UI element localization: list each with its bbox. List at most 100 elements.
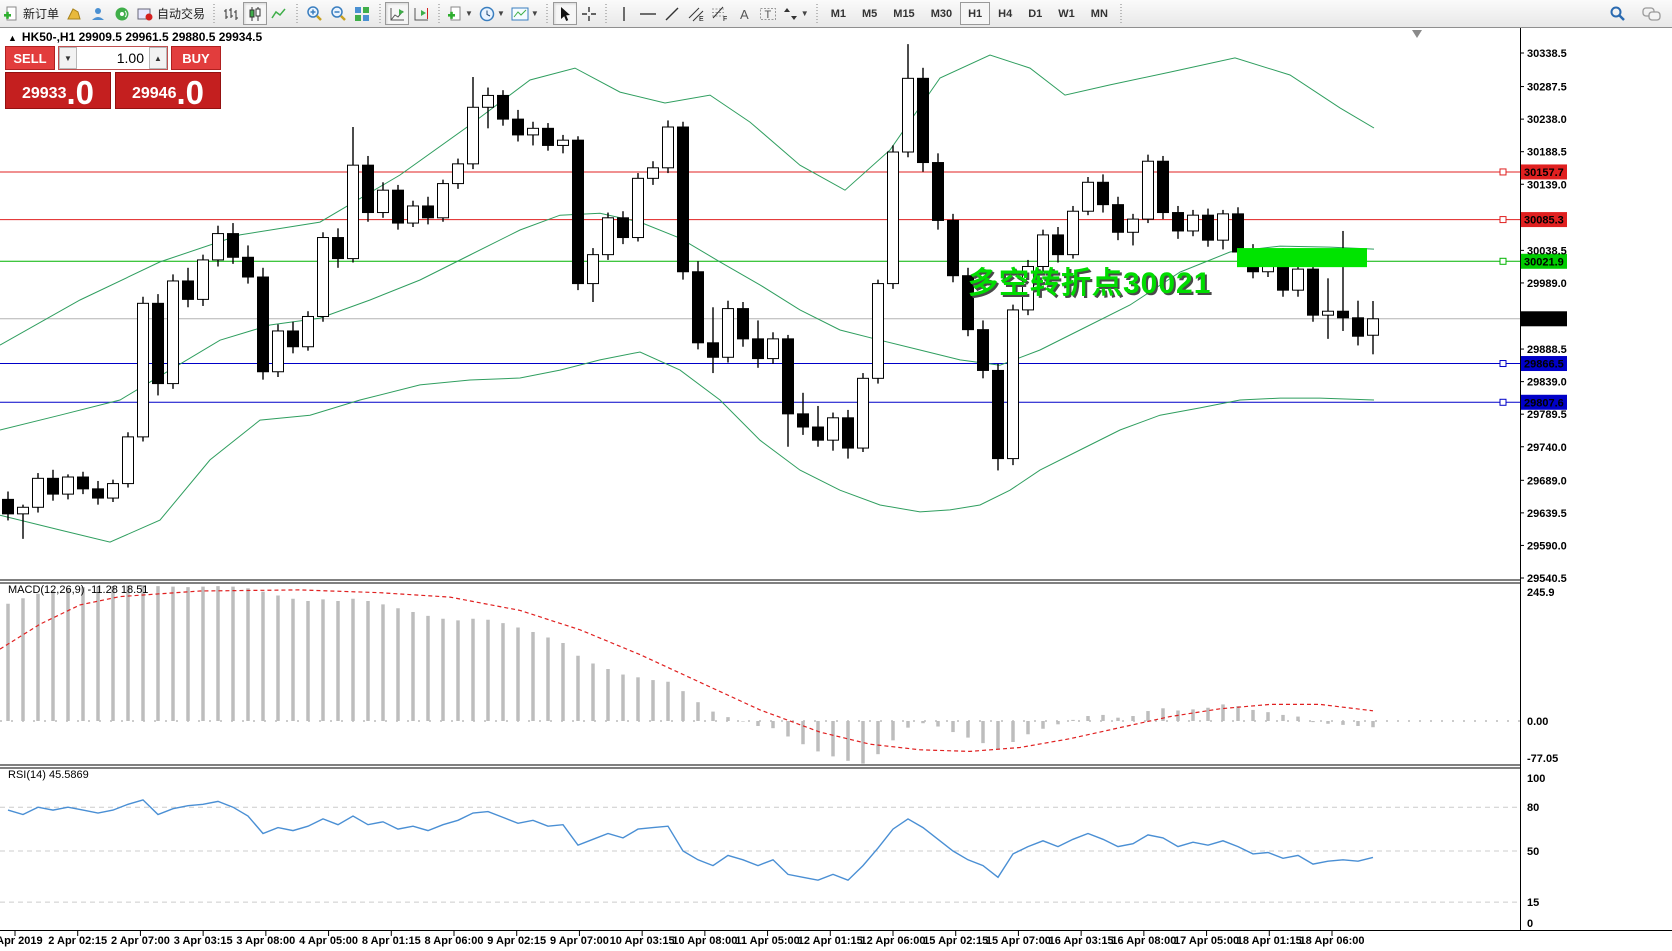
highlight-rectangle[interactable]	[1237, 248, 1367, 268]
new-order-icon	[3, 6, 19, 22]
zoom-out-button[interactable]	[326, 2, 350, 25]
candle-body	[197, 259, 209, 300]
search-button[interactable]	[1605, 2, 1629, 25]
time-axis[interactable]: 1 Apr 2019 2 Apr 02:15 2 Apr 07:00 3 Apr 03…	[0, 931, 1365, 947]
candle-body	[62, 476, 74, 495]
candle-body	[512, 118, 524, 136]
time-axis-label: 12 Apr 06:00	[860, 935, 925, 947]
rsi-panel: 100 80 50 15 0	[0, 773, 1545, 930]
chart-shift-button[interactable]	[409, 2, 433, 25]
main-toolbar: 新订单 自动交易	[0, 0, 1672, 28]
bar-chart-button[interactable]	[219, 2, 243, 25]
level-lines-layer[interactable]	[0, 168, 1520, 406]
tf-h1-button[interactable]: H1	[960, 2, 991, 25]
auto-scroll-button[interactable]	[385, 2, 410, 25]
macd-panel: 245.9 0.00 -77.05	[0, 585, 1558, 765]
toolbar-right-group	[1605, 0, 1664, 27]
line-handle[interactable]	[1499, 168, 1507, 176]
candle-body	[362, 164, 374, 214]
tile-windows-button[interactable]	[350, 2, 374, 25]
zoom-in-button[interactable]	[302, 2, 326, 25]
bar-chart-icon	[223, 6, 239, 22]
time-axis-label: 9 Apr 02:15	[487, 935, 546, 947]
profiles-button[interactable]	[62, 2, 86, 25]
time-axis-label: 3 Apr 08:00	[236, 935, 295, 947]
price-axis-label: 30238.0	[1527, 114, 1567, 126]
profiles-icon	[66, 6, 82, 22]
channel-button[interactable]: E	[684, 2, 708, 25]
time-axis-label: 8 Apr 06:00	[425, 935, 484, 947]
horizontal-line-icon	[639, 6, 657, 22]
tf-m15-button[interactable]: M15	[893, 7, 915, 20]
line-handle[interactable]	[1499, 257, 1507, 265]
indicators-button[interactable]: ▼	[444, 2, 476, 25]
text-label-icon: T	[759, 6, 777, 22]
candle-body	[332, 237, 344, 260]
price-badge	[1521, 253, 1567, 269]
candlestick-chart-button[interactable]	[243, 2, 268, 25]
volume-input[interactable]: 1.00	[116, 50, 144, 66]
text-button[interactable]: A	[732, 2, 756, 25]
line-handle[interactable]	[1499, 398, 1507, 406]
insert-group: ▼ ▼ ▼	[444, 0, 542, 27]
candle-body	[602, 217, 614, 256]
arrows-button[interactable]: ▼	[780, 2, 812, 25]
candle-body	[842, 417, 854, 449]
crosshair-icon	[581, 6, 597, 22]
tf-w1-button[interactable]: W1	[1058, 7, 1075, 20]
tf-d1-button[interactable]: D1	[1028, 7, 1043, 20]
tf-m30-button[interactable]: M30	[930, 7, 953, 20]
candle-body	[122, 436, 134, 485]
chart-annotation-text[interactable]: 多空转折点30021	[968, 267, 1212, 300]
fibonacci-button[interactable]: F	[708, 2, 732, 25]
line-chart-button[interactable]	[267, 2, 291, 25]
text-label-button[interactable]: T	[756, 2, 780, 25]
cursor-group	[552, 0, 601, 27]
periods-button[interactable]: ▼	[476, 2, 508, 25]
auto-scroll-icon	[389, 6, 406, 22]
cursor-button[interactable]	[552, 2, 577, 25]
new-order-button[interactable]: 新订单	[0, 2, 62, 25]
crosshair-button[interactable]	[577, 2, 601, 25]
sell-button[interactable]: SELL	[5, 46, 55, 70]
templates-button[interactable]: ▼	[508, 2, 542, 25]
tf-mn-button[interactable]: MN	[1090, 7, 1108, 20]
candle-body	[542, 127, 554, 146]
volume-decrease-button[interactable]: ▼	[59, 47, 77, 69]
time-axis-label: 1 Apr 2019	[0, 935, 43, 947]
price-axis-label: 29540.5	[1527, 573, 1567, 585]
candle-body	[647, 167, 659, 179]
trendline-button[interactable]	[660, 2, 684, 25]
price-axis[interactable]: 29934.5 30157.7 30085.3 30021.9 29866.5 29807…	[1520, 48, 1567, 585]
macd-axis-label: 245.9	[1527, 587, 1555, 599]
sell-price-box[interactable]: 29933 .0	[5, 72, 111, 109]
autotrading-button[interactable]: 自动交易	[134, 2, 208, 25]
chat-button[interactable]	[1639, 2, 1664, 25]
community-button[interactable]	[86, 2, 110, 25]
time-axis-label: 18 Apr 01:15	[1237, 935, 1302, 947]
tf-h4-button[interactable]: H4	[998, 7, 1013, 20]
tf-m5-button[interactable]: M5	[862, 7, 878, 20]
line-handle[interactable]	[1499, 360, 1507, 368]
arrows-icon	[783, 6, 799, 22]
tf-m1-button[interactable]: M1	[830, 7, 846, 20]
chart-shift-marker[interactable]	[1412, 30, 1422, 38]
candle-body	[1097, 181, 1109, 206]
line-handle[interactable]	[1499, 216, 1507, 224]
buy-button[interactable]: BUY	[171, 46, 221, 70]
time-axis-label: 18 Apr 06:00	[1299, 935, 1364, 947]
signals-button[interactable]	[110, 2, 134, 25]
price-badge	[1521, 212, 1567, 228]
buy-price-box[interactable]: 29946 .0	[115, 72, 221, 109]
volume-increase-button[interactable]: ▲	[149, 47, 167, 69]
macd-axis-label: 0.00	[1527, 716, 1548, 728]
panel-collapse-icon[interactable]: ▲	[8, 33, 17, 43]
price-badge	[1521, 394, 1567, 410]
vertical-line-button[interactable]	[612, 2, 636, 25]
candle-body	[797, 413, 809, 428]
candle-body	[137, 302, 149, 438]
horizontal-line-button[interactable]	[636, 2, 660, 25]
highlight-box-layer[interactable]	[1237, 248, 1367, 268]
candle-body	[302, 315, 314, 348]
